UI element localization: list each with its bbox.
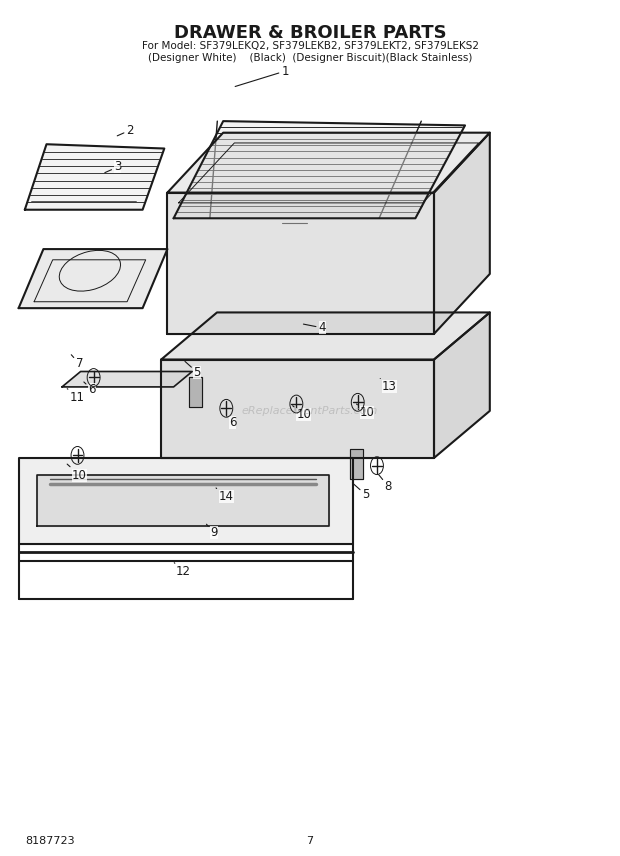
Text: For Model: SF379LEKQ2, SF379LEKB2, SF379LEKT2, SF379LEKS2: For Model: SF379LEKQ2, SF379LEKB2, SF379… <box>141 41 479 51</box>
Text: DRAWER & BROILER PARTS: DRAWER & BROILER PARTS <box>174 23 446 42</box>
Text: 4: 4 <box>303 321 326 335</box>
Text: 11: 11 <box>67 389 85 404</box>
Text: 7: 7 <box>306 835 314 846</box>
Text: (Designer White)    (Black)  (Designer Biscuit)(Black Stainless): (Designer White) (Black) (Designer Biscu… <box>148 53 472 63</box>
Polygon shape <box>19 249 167 308</box>
Polygon shape <box>434 312 490 458</box>
Polygon shape <box>350 449 363 479</box>
Polygon shape <box>25 145 164 210</box>
Text: 14: 14 <box>216 488 234 503</box>
Text: 10: 10 <box>67 464 87 482</box>
Text: 9: 9 <box>206 524 218 539</box>
Text: 8: 8 <box>379 475 392 493</box>
Text: 10: 10 <box>293 406 311 421</box>
Text: 8187723: 8187723 <box>25 835 74 846</box>
Polygon shape <box>62 372 192 387</box>
Text: 6: 6 <box>227 416 236 430</box>
Text: 6: 6 <box>84 382 95 396</box>
Polygon shape <box>161 312 490 360</box>
Polygon shape <box>188 377 202 407</box>
Polygon shape <box>434 133 490 334</box>
Text: 1: 1 <box>235 64 289 86</box>
Text: 7: 7 <box>71 354 83 371</box>
Polygon shape <box>19 458 353 544</box>
Text: 5: 5 <box>352 483 370 502</box>
Polygon shape <box>174 121 465 218</box>
Text: 2: 2 <box>117 123 134 137</box>
Text: 10: 10 <box>356 404 374 419</box>
Text: 5: 5 <box>185 361 201 379</box>
Text: eReplacementParts.com: eReplacementParts.com <box>242 406 378 416</box>
Text: 13: 13 <box>380 378 397 394</box>
Polygon shape <box>167 193 434 334</box>
Polygon shape <box>167 133 490 193</box>
Text: 3: 3 <box>105 160 122 174</box>
Text: 12: 12 <box>174 562 190 579</box>
Polygon shape <box>161 360 434 458</box>
Polygon shape <box>37 475 329 526</box>
